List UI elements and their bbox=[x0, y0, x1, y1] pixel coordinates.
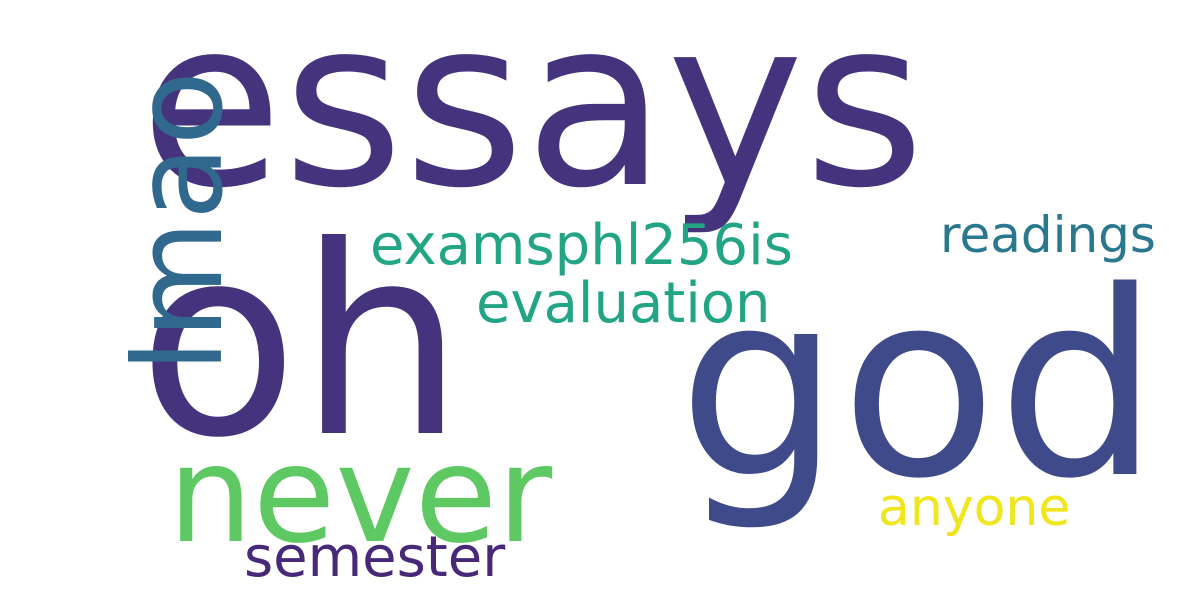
word-semester: semester bbox=[244, 525, 506, 590]
word-evaluation: evaluation bbox=[476, 271, 771, 336]
word-examsphl256is: examsphl256is bbox=[370, 213, 793, 278]
word-lmao: lmao bbox=[108, 70, 250, 373]
word-oh: oh bbox=[138, 190, 465, 495]
word-god: god bbox=[678, 237, 1160, 535]
word-anyone: anyone bbox=[878, 478, 1071, 538]
word-never: never bbox=[168, 417, 553, 573]
word-essays: essays bbox=[140, 0, 925, 239]
word-readings: readings bbox=[940, 206, 1156, 264]
